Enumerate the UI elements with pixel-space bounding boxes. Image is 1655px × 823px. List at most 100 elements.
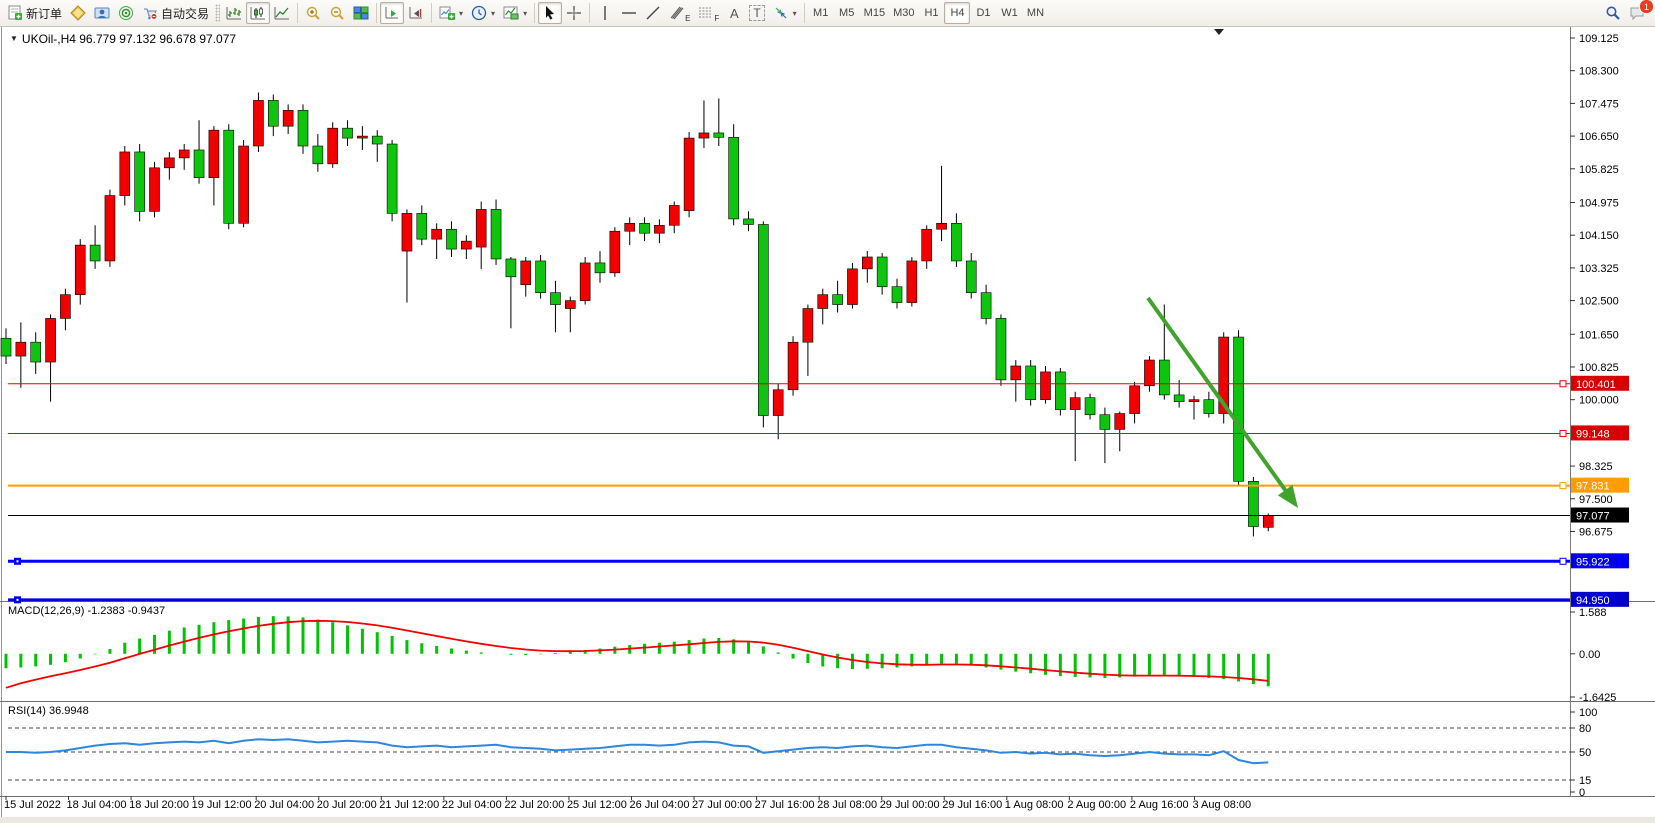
date-label: 1 Aug 08:00: [1005, 799, 1064, 811]
timeframe-m1-button[interactable]: M1: [808, 2, 834, 24]
dropdown-caret-icon: ▾: [523, 8, 528, 18]
periods-button[interactable]: ▾: [467, 2, 499, 24]
date-label: 27 Jul 00:00: [692, 799, 752, 811]
price-badge-label: 95.922: [1576, 556, 1610, 568]
timeframe-w1-button[interactable]: W1: [996, 2, 1022, 24]
trend-arrow-head[interactable]: [1277, 484, 1298, 508]
price-tick-label: 109.125: [1579, 33, 1619, 45]
auto-scroll-button[interactable]: [380, 2, 405, 24]
trend-arrow-line[interactable]: [1146, 296, 1292, 498]
text-tool-button[interactable]: A: [723, 2, 745, 24]
bar-chart-icon: [226, 7, 242, 20]
horizontal-line-tool-button[interactable]: [617, 2, 641, 24]
profiles-button[interactable]: [90, 2, 114, 24]
candle-body: [698, 132, 710, 139]
candle-body: [965, 260, 977, 293]
auto-trading-label: 自动交易: [161, 6, 210, 21]
zoom-in-button[interactable]: [301, 2, 325, 24]
date-label: 2 Aug 00:00: [1067, 799, 1126, 811]
date-label: 28 Jul 08:00: [817, 799, 877, 811]
timeframe-m5-button[interactable]: M5: [834, 2, 860, 24]
timeframe-mn-button[interactable]: MN: [1022, 2, 1048, 24]
candle-chart-mode-button[interactable]: [246, 2, 271, 24]
candle-body: [876, 256, 888, 288]
notifications-button[interactable]: 1: [1625, 0, 1654, 24]
auto-trading-button[interactable]: 自动交易: [138, 2, 213, 24]
candle-body: [535, 260, 546, 293]
price-badge: [1571, 553, 1629, 569]
templates-button[interactable]: ▾: [499, 2, 531, 24]
timeframe-h4-button[interactable]: H4: [944, 2, 971, 24]
channel-icon: [670, 6, 684, 20]
line-handle[interactable]: [1559, 429, 1567, 437]
candle-body: [193, 149, 205, 179]
zoom-out-icon: [330, 6, 344, 20]
timeframe-label: M15: [863, 7, 886, 19]
candle-body: [772, 389, 784, 416]
crosshair-tool-button[interactable]: [562, 2, 586, 24]
price-badge-label: 99.148: [1576, 428, 1610, 440]
chart-shift-marker-icon[interactable]: [1214, 29, 1224, 35]
chart-shift-button[interactable]: [404, 2, 428, 24]
timeframe-d1-button[interactable]: D1: [970, 2, 996, 24]
timeframe-m15-button[interactable]: M15: [860, 2, 889, 24]
price-tick-label: 101.650: [1579, 329, 1619, 341]
candle-body: [1159, 359, 1170, 396]
price-badge-label: 97.077: [1576, 511, 1610, 523]
zoom-out-button[interactable]: [325, 2, 349, 24]
bar-chart-mode-button[interactable]: [222, 2, 246, 24]
date-label: 29 Jul 00:00: [880, 799, 940, 811]
candle-body: [178, 149, 190, 159]
arrows-tool-icon: [775, 7, 787, 19]
new-order-label: 新订单: [26, 6, 63, 21]
line-chart-mode-button[interactable]: [270, 2, 294, 24]
trendline-tool-button[interactable]: [641, 2, 665, 24]
chart-window-title[interactable]: ▼ UKOil-,H4 96.779 97.132 96.678 97.077: [10, 32, 236, 46]
timeframe-h1-button[interactable]: H1: [918, 2, 944, 24]
vertical-line-icon: [604, 6, 606, 20]
macd-tick-label: -1.6425: [1579, 692, 1616, 704]
date-label: 22 Jul 04:00: [442, 799, 502, 811]
channel-tool-button[interactable]: E: [665, 2, 694, 24]
vertical-line-tool-button[interactable]: [593, 2, 617, 24]
rsi-label: RSI(14) 36.9948: [8, 705, 89, 717]
candle-body: [134, 151, 145, 212]
rsi-line: [6, 738, 1269, 765]
candle-body: [787, 341, 799, 391]
candle-body: [1218, 336, 1229, 414]
price-badge: [1571, 507, 1629, 523]
new-order-button[interactable]: 新订单: [3, 2, 66, 24]
toolbar-separator: [431, 3, 433, 23]
price-tick-label: 102.500: [1579, 296, 1619, 308]
line-handle[interactable]: [1559, 380, 1567, 388]
date-label: 29 Jul 16:00: [942, 799, 1002, 811]
line-handle[interactable]: [1559, 482, 1567, 490]
candle-body: [15, 341, 27, 357]
timeframe-m30-button[interactable]: M30: [889, 2, 918, 24]
candle-body: [980, 292, 992, 319]
timeframe-label: H1: [924, 7, 939, 19]
timeframe-label: M1: [813, 7, 829, 19]
new-order-icon: [8, 5, 22, 20]
one-click-expand-icon[interactable]: ▼: [10, 34, 18, 43]
arrows-tool-button[interactable]: ▾: [769, 2, 801, 24]
search-button[interactable]: [1601, 2, 1625, 24]
market-watch-button[interactable]: [114, 2, 138, 24]
cursor-tool-button[interactable]: [538, 2, 563, 24]
price-tick-label: 100.000: [1579, 395, 1619, 407]
price-tick-label: 98.325: [1579, 461, 1613, 473]
candle-body: [104, 195, 116, 262]
timeframe-label: H4: [950, 7, 965, 19]
chart-profile-button[interactable]: [66, 2, 90, 24]
dropdown-caret-icon: ▾: [491, 8, 496, 18]
candle-body: [654, 224, 665, 234]
text-label-tool-button[interactable]: T: [745, 2, 768, 24]
candle-body: [0, 337, 12, 357]
tile-windows-button[interactable]: [349, 2, 373, 24]
indicators-button[interactable]: ▾: [435, 2, 467, 24]
line-handle[interactable]: [1559, 557, 1567, 565]
candle-body: [951, 222, 962, 262]
fibonacci-tool-button[interactable]: F: [694, 2, 723, 24]
candle-body: [282, 110, 294, 127]
